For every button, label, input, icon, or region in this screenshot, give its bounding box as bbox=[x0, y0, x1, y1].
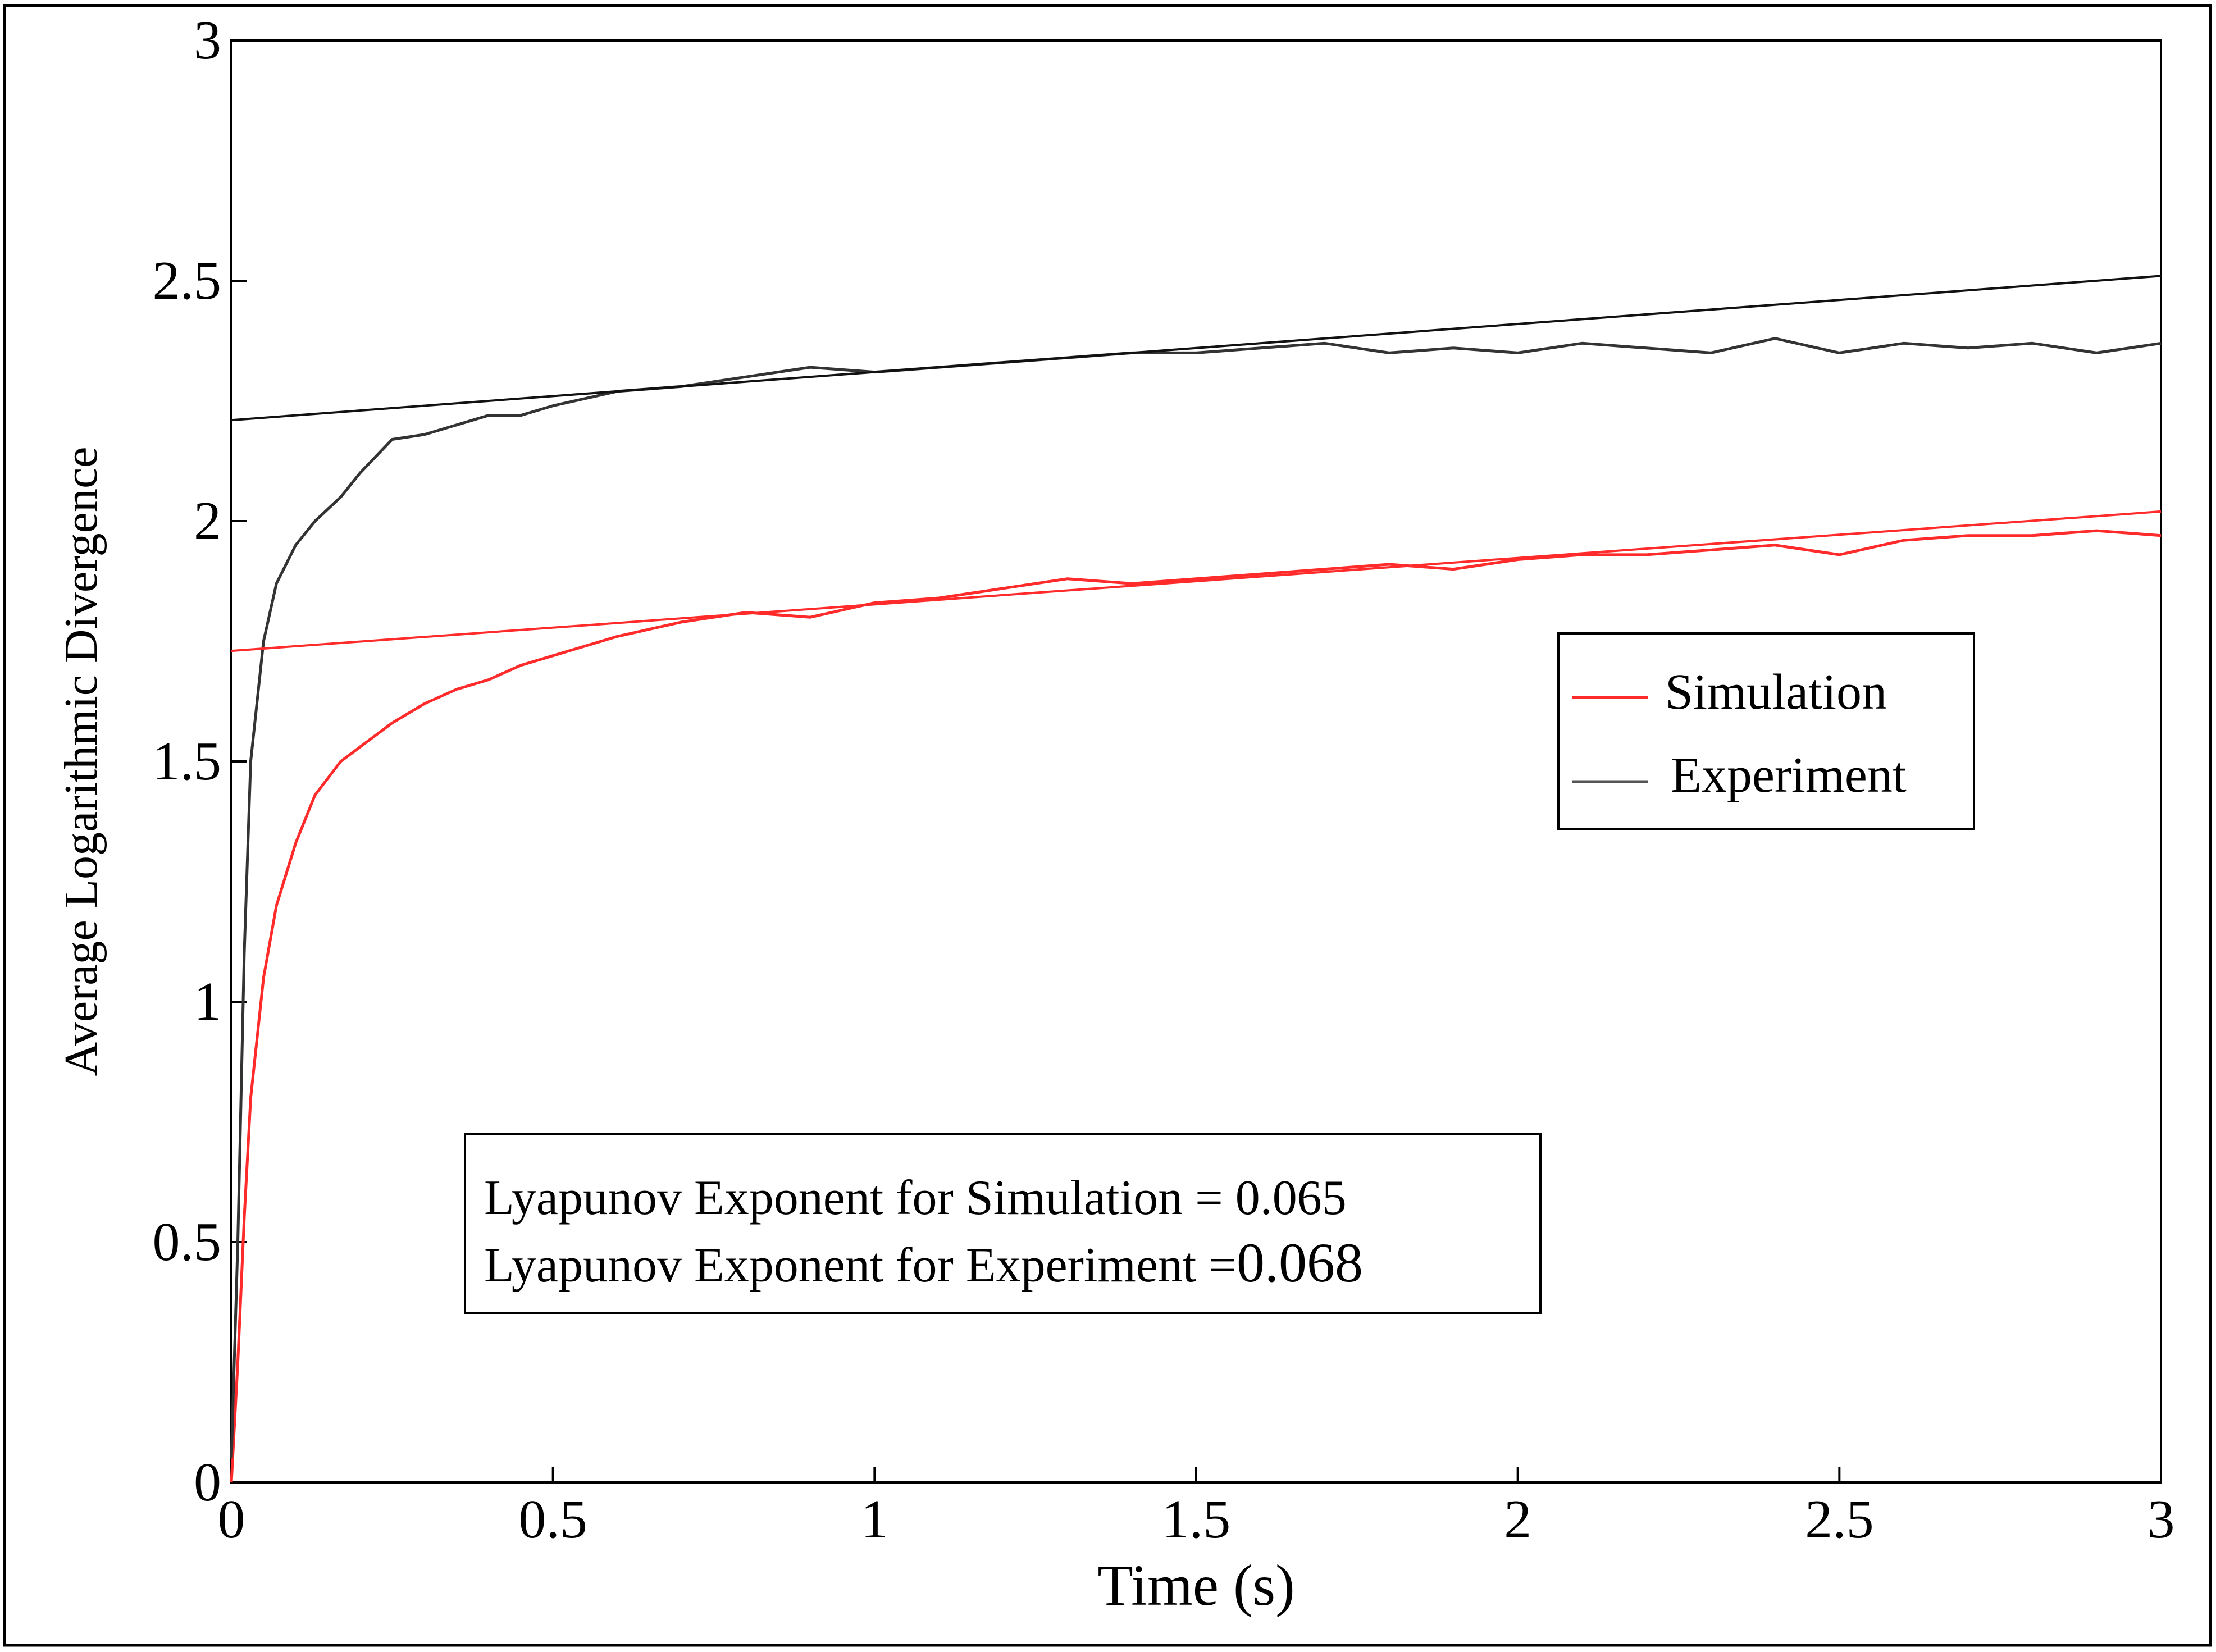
y-tick-label: 0.5 bbox=[153, 1212, 222, 1272]
figure-border bbox=[3, 4, 2212, 1647]
y-axis-label: Average Logarithmic Divergence bbox=[55, 446, 107, 1076]
y-tick-label: 2 bbox=[194, 491, 221, 551]
legend: Simulation Experiment bbox=[1557, 632, 1975, 830]
series-line-experiment-fit bbox=[231, 275, 2162, 422]
annotation-experiment-value: 0.068 bbox=[1237, 1231, 1363, 1294]
y-tick-label: 1.5 bbox=[153, 731, 222, 792]
x-tick-label: 0.5 bbox=[518, 1489, 587, 1550]
legend-box bbox=[1557, 632, 1975, 830]
series-line-simulation-fit bbox=[231, 510, 2162, 652]
annotation-box bbox=[464, 1133, 1542, 1314]
lyapunov-annotation: Lyapunov Exponent for Simulation = 0.065… bbox=[464, 1133, 1542, 1314]
x-tick-label: 1 bbox=[861, 1489, 888, 1550]
annotation-simulation-exponent: Lyapunov Exponent for Simulation = 0.065 bbox=[484, 1171, 1347, 1225]
annotation-experiment-text: Lyapunov Exponent for Experiment = bbox=[484, 1238, 1237, 1293]
x-axis-ticks: 0 0.5 1 1.5 2 2.5 3 bbox=[218, 1467, 2175, 1550]
y-tick-label: 2.5 bbox=[153, 250, 222, 311]
y-axis-ticks: 0 0.5 1 1.5 2 2.5 3 bbox=[153, 10, 247, 1513]
legend-simulation-label: Simulation bbox=[1665, 664, 1887, 720]
legend-experiment-label: Experiment bbox=[1671, 747, 1907, 803]
series-layer bbox=[230, 275, 2162, 1483]
x-tick-label: 1.5 bbox=[1162, 1489, 1231, 1550]
x-tick-label: 2.5 bbox=[1805, 1489, 1874, 1550]
series-line-simulation bbox=[230, 529, 2162, 1483]
y-tick-label: 1 bbox=[194, 971, 221, 1032]
x-tick-label: 0 bbox=[218, 1489, 245, 1550]
x-tick-label: 3 bbox=[2147, 1489, 2175, 1550]
y-tick-label: 0 bbox=[194, 1452, 221, 1513]
y-tick-label: 3 bbox=[194, 10, 221, 71]
annotation-experiment-exponent: Lyapunov Exponent for Experiment =0.068 bbox=[484, 1231, 1363, 1294]
x-tick-label: 2 bbox=[1504, 1489, 1531, 1550]
x-axis-label: Time (s) bbox=[1097, 1553, 1295, 1618]
